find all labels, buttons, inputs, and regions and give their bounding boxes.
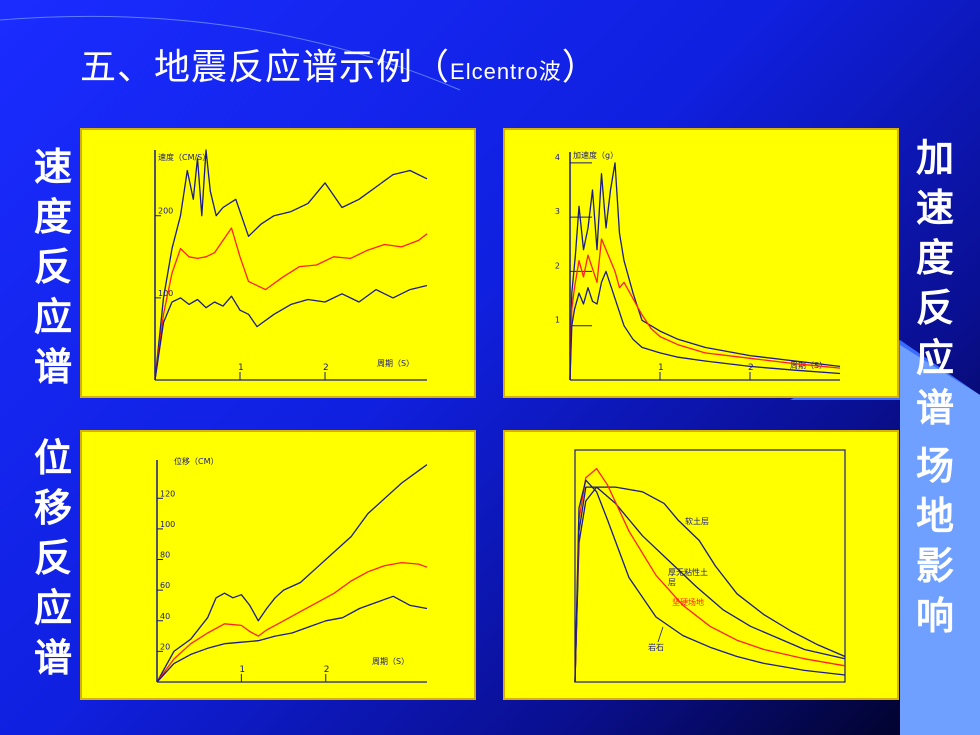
y-tick-label: 100 bbox=[158, 289, 173, 298]
x-tick-label: 2 bbox=[324, 665, 330, 675]
y-axis-label: 加速度（g） bbox=[573, 150, 618, 160]
displacement-spectrum-svg: 20 40 60 80 100 120 1 2 位移（CM） 周期（S） bbox=[156, 456, 428, 683]
x-tick-label: 1 bbox=[658, 363, 664, 373]
label-acceleration-spectrum: 加速度反应谱 bbox=[915, 136, 954, 430]
y-tick-label: 80 bbox=[160, 551, 170, 560]
series-line-1 bbox=[569, 162, 841, 381]
series-line-1 bbox=[154, 149, 428, 381]
series-line-1 bbox=[574, 486, 846, 683]
x-tick-label: 2 bbox=[748, 363, 754, 373]
page-title: 五、地震反应谱示例（Elcentro波） bbox=[80, 47, 599, 88]
acceleration-spectrum-chart: 1 2 3 4 1 2 加速度（g） 周期（S） bbox=[503, 128, 899, 398]
y-tick-label: 20 bbox=[160, 642, 170, 651]
site-annotation: 坚硬场地 bbox=[672, 597, 704, 607]
y-tick-label: 60 bbox=[160, 581, 170, 590]
y-tick-label: 1 bbox=[555, 316, 560, 325]
series-line-3 bbox=[569, 270, 841, 381]
annotation-leader bbox=[657, 626, 664, 643]
plot-frame bbox=[574, 449, 846, 683]
velocity-spectrum-chart: 100 200 1 2 速度（CM/S） 周期（S） bbox=[80, 128, 476, 398]
site-annotation: 岩石 bbox=[648, 642, 664, 652]
series-line-3 bbox=[156, 595, 428, 683]
velocity-spectrum-svg: 100 200 1 2 速度（CM/S） 周期（S） bbox=[154, 149, 428, 381]
y-axis-label: 速度（CM/S） bbox=[158, 152, 210, 162]
y-tick-label: 40 bbox=[160, 612, 170, 621]
label-velocity-spectrum: 速度反应谱 bbox=[33, 145, 72, 389]
y-tick-label: 120 bbox=[160, 489, 175, 498]
x-tick-label: 1 bbox=[239, 665, 245, 675]
series-line-3 bbox=[574, 467, 846, 683]
x-axis-label: 周期（S） bbox=[372, 657, 409, 666]
y-tick-label: 100 bbox=[160, 520, 175, 529]
series-line-3 bbox=[154, 284, 428, 381]
series-line-4 bbox=[574, 479, 846, 683]
y-tick-label: 2 bbox=[555, 261, 560, 270]
site-effect-chart: 软土层厚无粘性土层坚硬场地岩石 bbox=[503, 430, 899, 700]
x-tick-label: 1 bbox=[238, 363, 244, 373]
series-line-2 bbox=[154, 227, 428, 381]
x-tick-label: 2 bbox=[323, 363, 329, 373]
y-tick-label: 3 bbox=[555, 207, 560, 216]
label-site-effect: 场地影响 bbox=[915, 444, 954, 638]
site-annotation: 厚无粘性土层 bbox=[668, 567, 708, 587]
y-tick-label: 200 bbox=[158, 207, 173, 216]
series-line-1 bbox=[156, 464, 428, 683]
series-line-2 bbox=[574, 486, 846, 683]
y-tick-label: 4 bbox=[555, 153, 560, 162]
series-line-2 bbox=[156, 561, 428, 683]
site-annotation: 软土层 bbox=[685, 516, 709, 526]
x-axis-label: 周期（S） bbox=[377, 359, 414, 368]
label-displacement-spectrum: 位移反应谱 bbox=[33, 436, 72, 680]
y-axis-label: 位移（CM） bbox=[174, 456, 219, 466]
displacement-spectrum-chart: 20 40 60 80 100 120 1 2 位移（CM） 周期（S） bbox=[80, 430, 476, 700]
series-line-2 bbox=[569, 238, 841, 381]
